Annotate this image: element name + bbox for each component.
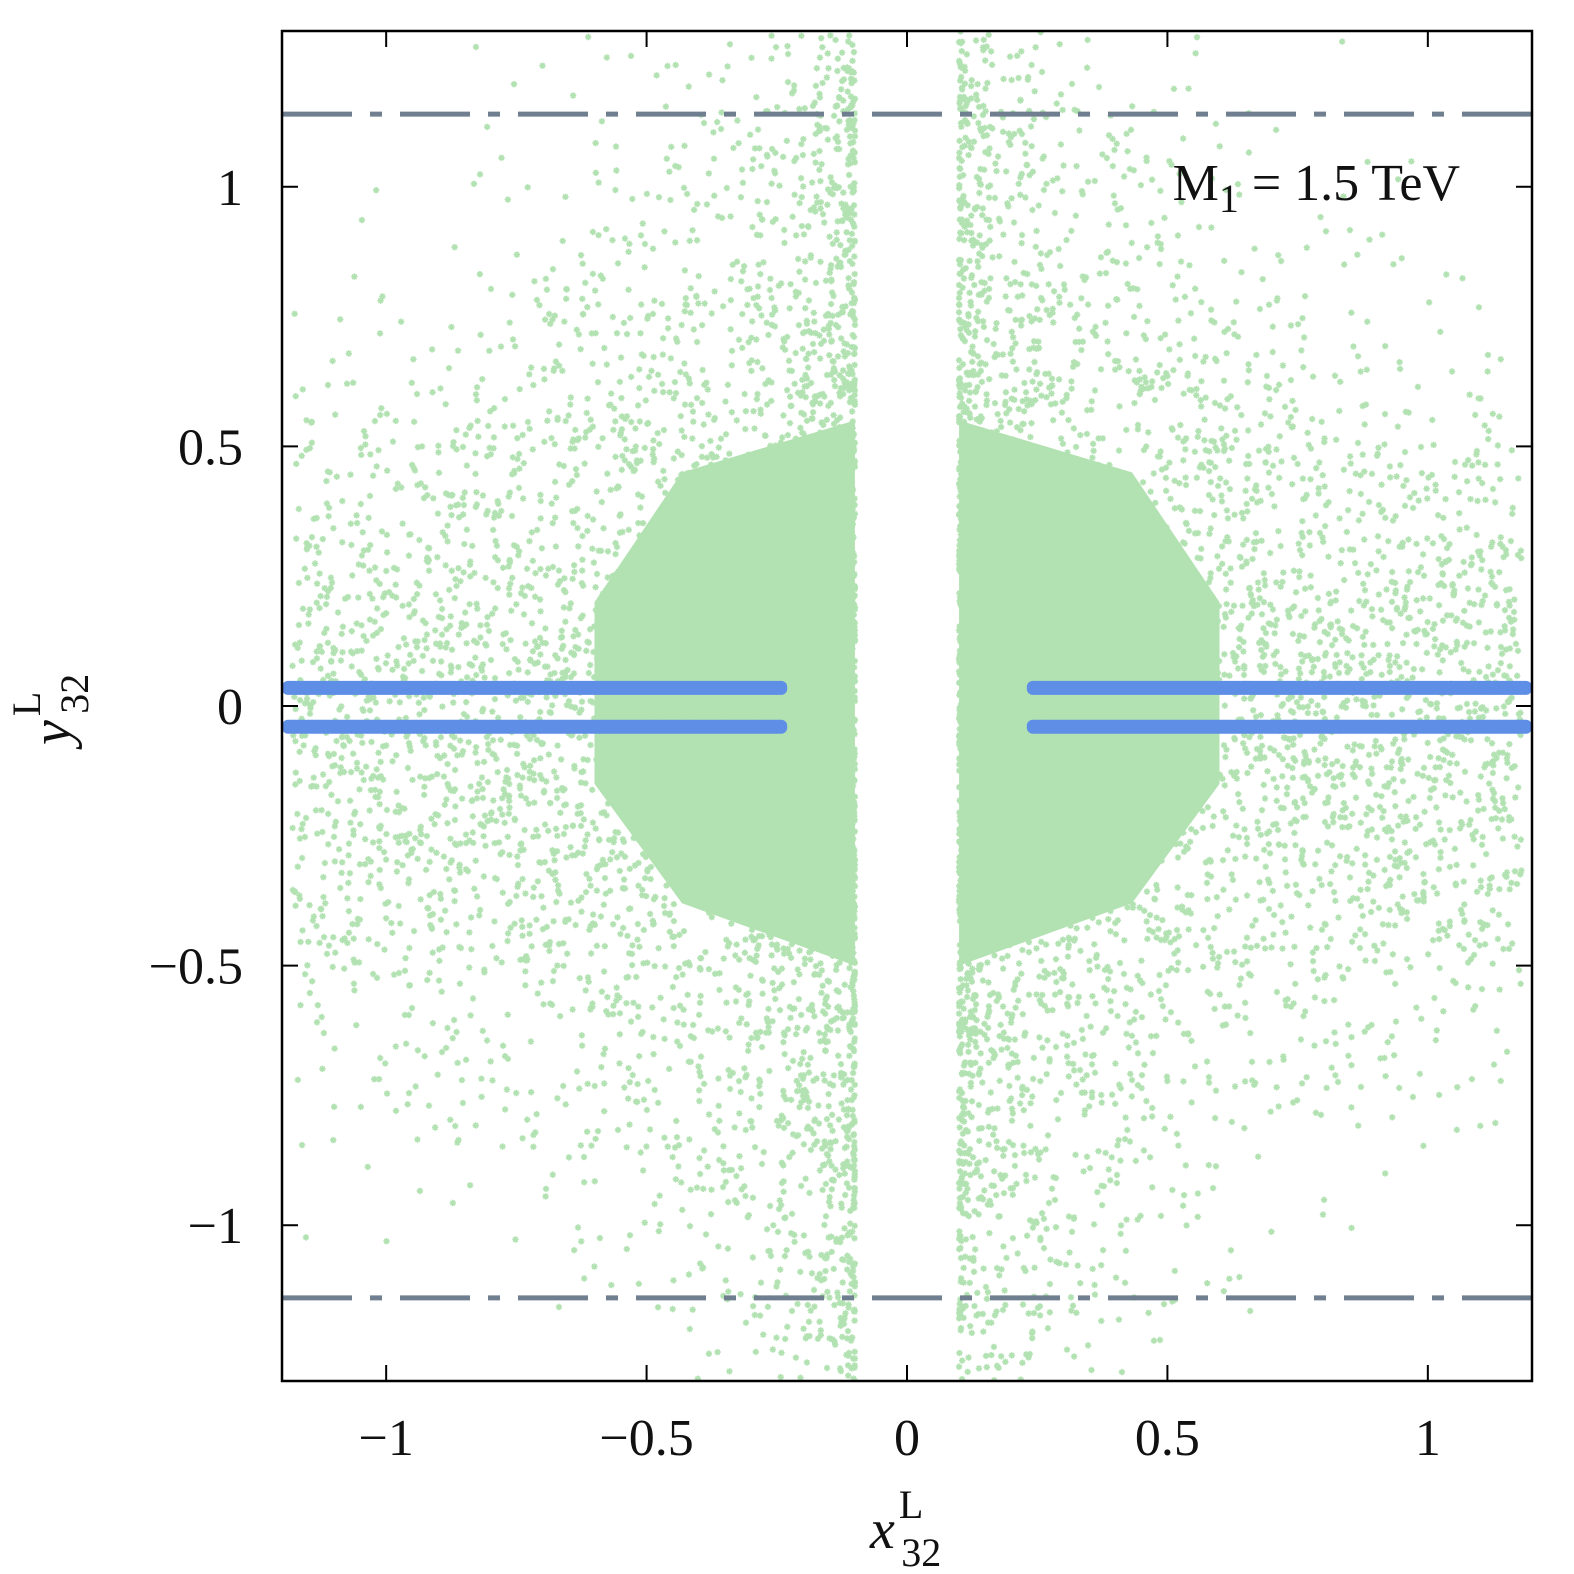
x-tick-label: 0 [894,1410,920,1467]
x-axis-label: x L 32 [869,1482,941,1574]
y-axis-label-group: yL32 [4,674,97,750]
green-points [289,31,1525,1381]
y-axis-label-subscript: 32 [52,674,97,714]
x-tick-label: 0.5 [1135,1410,1200,1467]
green-points-layer [289,31,1525,1381]
x-axis-label-subscript: 32 [901,1530,941,1574]
x-tick-label: 1 [1415,1410,1441,1467]
y-axis-label-base: y [21,720,83,750]
blue-points-layer [282,680,1532,734]
y-axis-label: yL32 [4,674,97,750]
reference-lines [282,111,1532,1301]
y-tick-label: −1 [188,1198,243,1255]
axis-ticks [282,31,1532,1381]
y-axis-label-superscript: L [4,692,49,716]
x-axis-label-superscript: L [899,1482,923,1527]
x-tick-label: −0.5 [599,1410,693,1467]
blue-band-1 [282,680,788,695]
y-tick-label: −0.5 [149,939,243,996]
blue-band-4 [1026,719,1532,734]
y-tick-label: 1 [217,160,243,217]
x-axis-label-base: x [869,1499,895,1561]
y-tick-label: 0.5 [178,419,243,476]
y-tick-label: 0 [217,679,243,736]
blue-band-2 [282,719,788,734]
annotation-rest: = 1.5 TeV [1239,155,1460,212]
annotation-subscript: 1 [1219,176,1239,221]
x-tick-label: −1 [359,1410,414,1467]
tick-labels: −1 −0.5 0 0.5 1 −1 −0.5 0 0.5 1 [149,160,1441,1467]
mass-annotation: M1 = 1.5 TeV [1173,155,1460,221]
annotation-base: M [1173,155,1219,212]
blue-band-3 [1026,680,1532,695]
